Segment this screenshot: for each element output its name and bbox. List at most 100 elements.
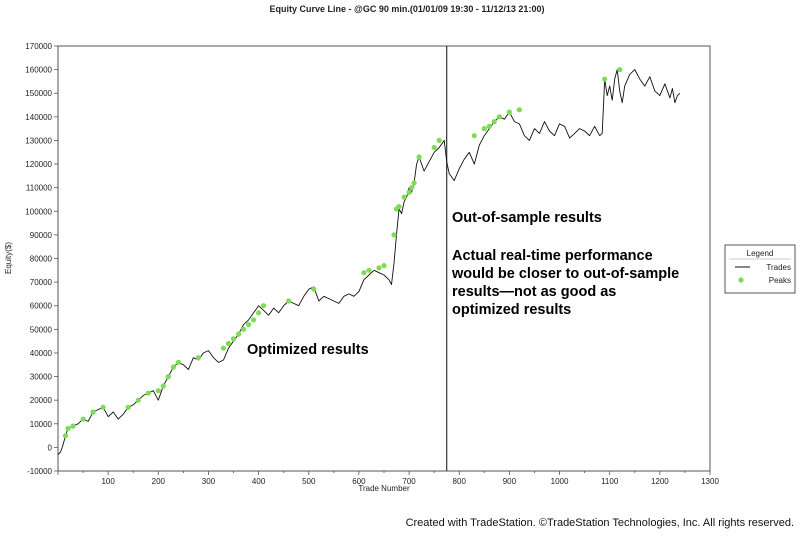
y-tick-label: 80000 (30, 255, 53, 264)
annotation-actual-line-1: Actual real-time performance (452, 248, 653, 264)
legend-entry-trades: Trades (766, 263, 791, 272)
x-axis: 100 200 300 400 500 600 700 800 900 1000 1100 1200 1… (57, 471, 719, 486)
peak-point (100, 404, 106, 410)
peak-point (236, 331, 242, 337)
peak-point (381, 263, 387, 269)
y-tick-label: 40000 (30, 349, 53, 358)
peak-point (261, 303, 267, 309)
annotation-actual-line-2: would be closer to out-of-sample (451, 266, 679, 282)
y-tick-label: 120000 (25, 160, 52, 169)
peak-point (256, 310, 262, 316)
peak-point (90, 409, 96, 415)
y-tick-label: 170000 (25, 42, 52, 51)
peak-point (220, 345, 227, 351)
peak-point (506, 109, 512, 115)
y-tick-label: 160000 (25, 66, 52, 75)
peak-point (225, 340, 232, 347)
peak-point (602, 76, 608, 82)
x-tick-label: 900 (503, 477, 517, 486)
peak-point (486, 123, 492, 129)
legend: Legend Trades Peaks (724, 244, 796, 294)
peak-point (80, 416, 86, 422)
x-tick-label: 700 (402, 477, 416, 486)
x-tick-label: 300 (202, 477, 216, 486)
annotation-actual-line-3: results—not as good as (452, 284, 616, 300)
peak-point (411, 180, 417, 186)
peak-point (491, 119, 497, 125)
peak-point (401, 194, 407, 200)
peak-point (145, 390, 151, 396)
legend-title: Legend (747, 249, 774, 258)
peak-point (160, 383, 166, 389)
peak-point (246, 322, 252, 328)
peak-point (436, 137, 442, 143)
y-tick-label: 130000 (25, 136, 52, 145)
y-tick-label: 100000 (25, 207, 52, 216)
series-points-peaks (62, 67, 623, 439)
peak-point (481, 126, 487, 132)
peak-point (409, 185, 415, 191)
peak-point (195, 355, 201, 361)
chart-title: Equity Curve Line - @GC 90 min.(01/01/09… (270, 4, 545, 14)
y-tick-label: 50000 (30, 325, 53, 334)
x-tick-label: 100 (101, 477, 115, 486)
y-tick-label: 150000 (25, 89, 52, 98)
peak-point (135, 397, 141, 403)
peak-point (471, 133, 477, 139)
peak-point (361, 270, 367, 276)
peak-point (431, 144, 437, 151)
y-tick-label: 140000 (25, 113, 52, 122)
x-tick-label: 1300 (701, 477, 719, 486)
x-tick-label: 600 (352, 477, 366, 486)
legend-swatch-peaks (738, 277, 744, 283)
y-tick-label: 0 (48, 443, 53, 452)
legend-entry-peaks: Peaks (769, 276, 791, 285)
peak-point (286, 298, 292, 304)
x-axis-title: Trade Number (358, 484, 410, 493)
peak-point (617, 67, 623, 73)
x-tick-label: 400 (252, 477, 266, 486)
peak-point (125, 404, 131, 410)
y-tick-label: 110000 (26, 184, 53, 193)
peak-point (70, 423, 76, 429)
peak-point (396, 204, 402, 210)
peak-point (251, 317, 257, 323)
y-tick-label: 70000 (30, 278, 53, 287)
peak-point (165, 374, 171, 380)
x-tick-label: 500 (302, 477, 316, 486)
y-axis: -10000 0 10000 20000 30000 40000 50000 60000 700… (25, 42, 58, 476)
peak-point (241, 326, 247, 332)
peak-point (175, 359, 181, 365)
y-axis-title: Equity($) (4, 242, 13, 274)
y-tick-label: 60000 (30, 302, 53, 311)
peak-point (496, 114, 502, 120)
y-tick-label: 90000 (30, 231, 53, 240)
peak-point (170, 364, 176, 370)
x-tick-label: 1000 (551, 477, 569, 486)
peak-point (62, 433, 69, 439)
annotation-actual-line-4: optimized results (452, 302, 571, 318)
annotation-out-of-sample: Out-of-sample results (452, 210, 602, 226)
footer-credit: Created with TradeStation. ©TradeStation… (406, 517, 794, 529)
peak-point (391, 232, 397, 238)
peak-point (406, 189, 412, 195)
peak-point (516, 107, 523, 113)
y-tick-label: -10000 (27, 467, 52, 476)
peak-point (155, 388, 161, 394)
peak-point (65, 425, 71, 432)
peak-point (366, 267, 372, 273)
peak-point (311, 286, 317, 292)
x-tick-label: 1100 (601, 477, 619, 486)
legend-box (724, 244, 796, 294)
y-tick-label: 30000 (30, 373, 53, 382)
peak-point (230, 336, 237, 342)
series-line-trades (57, 69, 681, 455)
x-tick-label: 1200 (651, 477, 669, 486)
annotation-optimized: Optimized results (247, 342, 369, 358)
peak-point (416, 154, 422, 160)
y-tick-label: 10000 (30, 420, 53, 429)
x-tick-label: 800 (453, 477, 467, 486)
x-tick-label: 200 (152, 477, 166, 486)
